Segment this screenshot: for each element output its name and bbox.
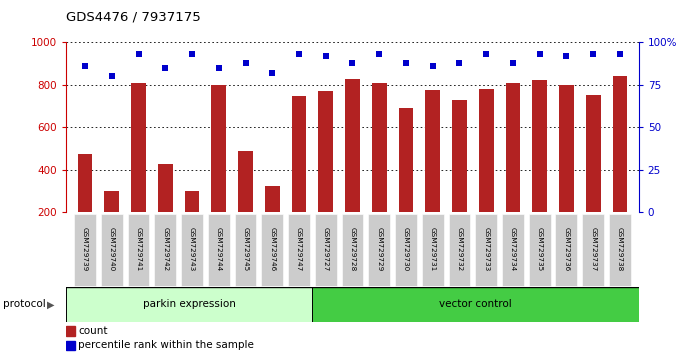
Text: GSM729734: GSM729734	[510, 227, 516, 272]
Text: GSM729745: GSM729745	[242, 227, 248, 272]
Bar	[211, 85, 226, 212]
Bar	[425, 90, 440, 212]
Bar	[66, 326, 75, 336]
Text: GSM729729: GSM729729	[376, 227, 383, 272]
Bar	[292, 96, 306, 212]
FancyBboxPatch shape	[556, 214, 577, 286]
FancyBboxPatch shape	[609, 214, 631, 286]
FancyBboxPatch shape	[208, 214, 230, 286]
Bar	[345, 79, 360, 212]
Bar	[238, 151, 253, 212]
Point	[454, 60, 465, 66]
Text: GSM729735: GSM729735	[537, 227, 543, 272]
Bar	[613, 76, 628, 212]
Bar	[265, 186, 280, 212]
Text: GSM729727: GSM729727	[322, 227, 329, 272]
Point	[267, 70, 278, 76]
FancyBboxPatch shape	[74, 214, 96, 286]
Text: GSM729739: GSM729739	[82, 227, 88, 272]
FancyBboxPatch shape	[341, 214, 364, 286]
Bar	[479, 89, 493, 212]
FancyBboxPatch shape	[235, 214, 256, 286]
Text: percentile rank within the sample: percentile rank within the sample	[78, 341, 254, 350]
Point	[507, 60, 519, 66]
Bar	[559, 85, 574, 212]
Bar	[158, 164, 172, 212]
Text: parkin expression: parkin expression	[142, 299, 235, 309]
Text: ▶: ▶	[47, 299, 55, 309]
Text: protocol: protocol	[3, 299, 46, 309]
FancyBboxPatch shape	[395, 214, 417, 286]
FancyBboxPatch shape	[101, 214, 123, 286]
Text: GSM729741: GSM729741	[135, 227, 142, 272]
Point	[614, 52, 625, 57]
Bar	[372, 83, 387, 212]
FancyBboxPatch shape	[502, 214, 524, 286]
FancyBboxPatch shape	[261, 214, 283, 286]
Text: GSM729736: GSM729736	[563, 227, 570, 272]
Text: GSM729743: GSM729743	[189, 227, 195, 272]
Text: GSM729744: GSM729744	[216, 227, 222, 272]
Point	[588, 52, 599, 57]
Text: GSM729731: GSM729731	[430, 227, 436, 272]
Text: GSM729746: GSM729746	[269, 227, 275, 272]
Text: GSM729740: GSM729740	[109, 227, 114, 272]
Point	[561, 53, 572, 59]
Text: GSM729737: GSM729737	[591, 227, 596, 272]
Text: GSM729732: GSM729732	[456, 227, 463, 272]
FancyBboxPatch shape	[422, 214, 444, 286]
Point	[481, 52, 492, 57]
Point	[240, 60, 251, 66]
Text: GSM729728: GSM729728	[350, 227, 355, 272]
Text: GSM729733: GSM729733	[483, 227, 489, 272]
Text: vector control: vector control	[439, 299, 512, 309]
FancyBboxPatch shape	[529, 214, 551, 286]
FancyBboxPatch shape	[582, 214, 604, 286]
Point	[320, 53, 332, 59]
Point	[534, 52, 545, 57]
Bar	[66, 287, 311, 322]
Bar	[452, 100, 467, 212]
Bar	[105, 191, 119, 212]
FancyBboxPatch shape	[181, 214, 203, 286]
Text: count: count	[78, 326, 107, 336]
FancyBboxPatch shape	[128, 214, 149, 286]
FancyBboxPatch shape	[449, 214, 470, 286]
Point	[213, 65, 224, 71]
Point	[427, 63, 438, 69]
Point	[347, 60, 358, 66]
Point	[186, 52, 198, 57]
Bar	[318, 91, 333, 212]
Bar	[131, 83, 146, 212]
Point	[401, 60, 412, 66]
Text: GDS4476 / 7937175: GDS4476 / 7937175	[66, 11, 201, 24]
Bar	[77, 154, 92, 212]
Text: GSM729738: GSM729738	[617, 227, 623, 272]
Text: GSM729730: GSM729730	[403, 227, 409, 272]
Text: GSM729747: GSM729747	[296, 227, 302, 272]
Bar	[586, 95, 600, 212]
Bar	[399, 108, 413, 212]
FancyBboxPatch shape	[154, 214, 176, 286]
Point	[373, 52, 385, 57]
Bar	[185, 191, 200, 212]
Point	[106, 74, 117, 79]
Point	[293, 52, 304, 57]
Point	[80, 63, 91, 69]
FancyBboxPatch shape	[315, 214, 336, 286]
Point	[160, 65, 171, 71]
Text: GSM729742: GSM729742	[162, 227, 168, 272]
FancyBboxPatch shape	[369, 214, 390, 286]
Bar	[505, 83, 520, 212]
Point	[133, 52, 144, 57]
Bar	[66, 341, 75, 350]
FancyBboxPatch shape	[288, 214, 310, 286]
Bar	[311, 287, 639, 322]
Bar	[533, 80, 547, 212]
FancyBboxPatch shape	[475, 214, 497, 286]
